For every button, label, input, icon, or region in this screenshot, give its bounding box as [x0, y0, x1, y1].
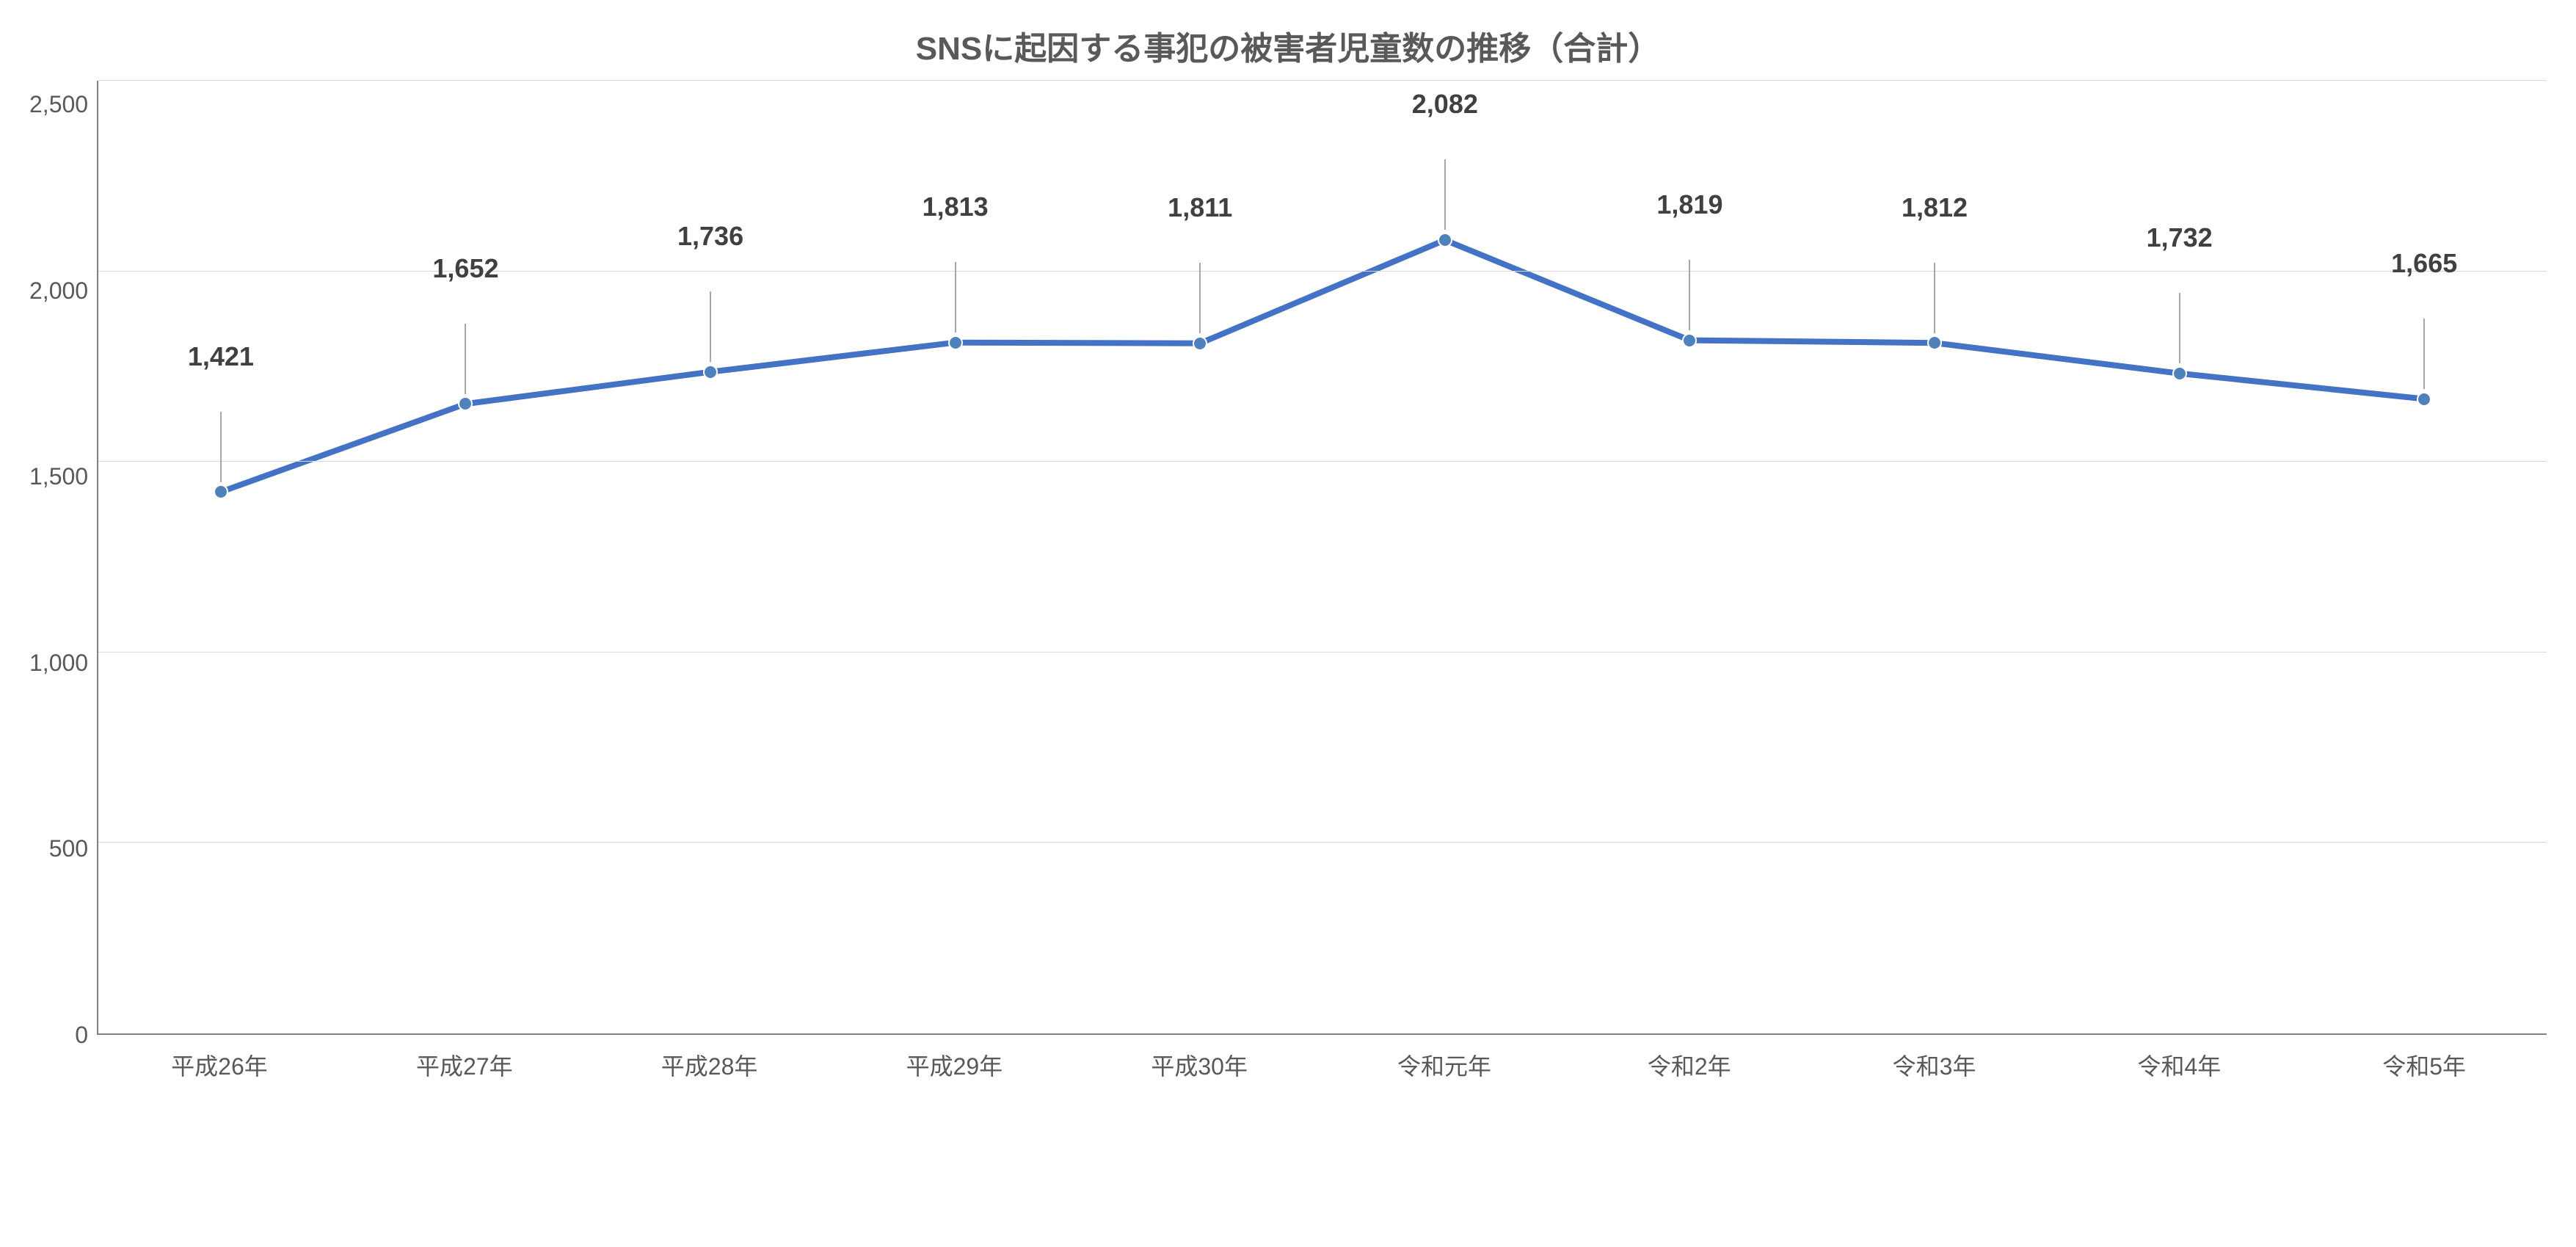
data-marker	[2172, 366, 2187, 381]
data-label: 1,813	[923, 192, 989, 222]
x-tick-label: 令和5年	[2302, 1035, 2547, 1082]
chart-title: SNSに起因する事犯の被害者児童数の推移（合計）	[29, 22, 2547, 69]
data-marker	[948, 335, 963, 350]
data-label: 2,082	[1412, 89, 1478, 120]
leader-line	[2179, 293, 2180, 363]
x-tick-label: 令和4年	[2056, 1035, 2302, 1082]
line-chart: SNSに起因する事犯の被害者児童数の推移（合計） 2,500 2,000 1,500…	[0, 0, 2576, 1111]
x-tick-label: 平成27年	[342, 1035, 587, 1082]
data-marker	[703, 365, 718, 379]
data-marker	[458, 396, 473, 411]
leader-line	[220, 412, 222, 482]
y-tick-label: 1,500	[29, 465, 88, 488]
x-tick-label: 平成29年	[832, 1035, 1077, 1082]
y-tick-label: 500	[29, 837, 88, 860]
data-label: 1,652	[432, 253, 498, 284]
leader-line	[955, 262, 956, 332]
data-label: 1,736	[677, 221, 743, 252]
x-tick-label: 令和2年	[1567, 1035, 1812, 1082]
series-line	[221, 240, 2424, 492]
leader-line	[1199, 263, 1201, 333]
data-label: 1,421	[188, 341, 254, 372]
x-tick-label: 平成30年	[1077, 1035, 1322, 1082]
data-label: 1,732	[2147, 222, 2213, 253]
data-marker	[1193, 336, 1207, 351]
x-axis: 平成26年平成27年平成28年平成29年平成30年令和元年令和2年令和3年令和4…	[29, 1035, 2547, 1082]
leader-line	[465, 324, 466, 394]
x-tick-label: 令和元年	[1322, 1035, 1567, 1082]
data-marker	[1682, 333, 1697, 348]
leader-line	[1934, 263, 1935, 333]
data-label: 1,819	[1656, 189, 1722, 220]
gridline	[98, 842, 2547, 843]
gridline	[98, 80, 2547, 81]
x-tick-label: 平成28年	[587, 1035, 832, 1082]
leader-line	[2423, 319, 2425, 389]
x-tick-label: 平成26年	[97, 1035, 342, 1082]
data-marker	[214, 484, 228, 499]
y-tick-label: 2,500	[29, 92, 88, 116]
leader-line	[710, 291, 711, 362]
data-label: 1,665	[2391, 248, 2457, 279]
y-tick-label: 2,000	[29, 279, 88, 302]
data-label: 1,812	[1902, 192, 1968, 223]
data-marker	[2417, 392, 2431, 407]
y-tick-label: 0	[29, 1023, 88, 1047]
plot: 1,421 1,652 1,736 1,813 1,811 2,082 1,819 1,812…	[97, 81, 2547, 1035]
x-tick-label: 令和3年	[1812, 1035, 2057, 1082]
leader-line	[1444, 159, 1446, 230]
x-ticks: 平成26年平成27年平成28年平成29年平成30年令和元年令和2年令和3年令和4…	[97, 1035, 2547, 1082]
gridline	[98, 461, 2547, 462]
y-tick-label: 1,000	[29, 651, 88, 675]
leader-line	[1689, 260, 1690, 330]
plot-area: 2,5002,0001,5001,0005000 1,4211,6521,736…	[29, 81, 2547, 1035]
data-marker	[1438, 233, 1452, 247]
data-marker	[1927, 335, 1942, 350]
data-label: 1,811	[1168, 192, 1232, 223]
y-axis: 2,5002,0001,5001,0005000	[29, 81, 97, 1035]
